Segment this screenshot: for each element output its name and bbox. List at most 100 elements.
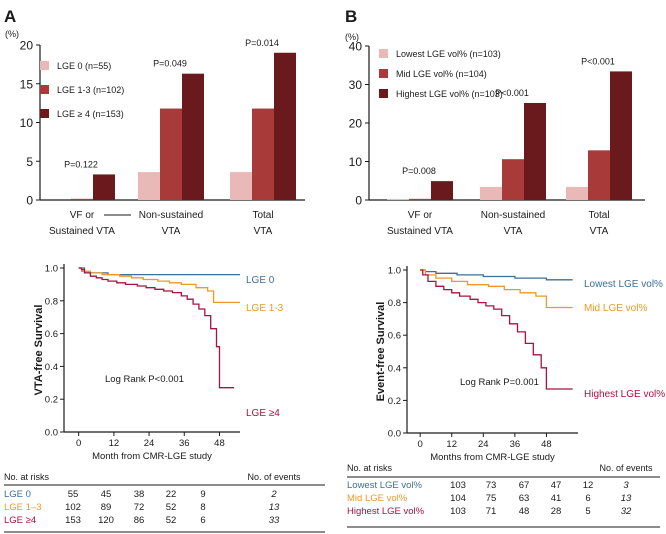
risk-table-events: 3 [623, 480, 629, 491]
b-km-logrank-note: Log Rank P=0.001 [460, 377, 539, 388]
b-km-ytick-label: 1.0 [388, 266, 401, 277]
risk-table-0: No. at risks No. of events LGE 0 55 45 38 22 9 2… [4, 472, 325, 533]
risk-table-cell: 38 [134, 489, 145, 500]
risk-table-header-left: No. at risks [4, 472, 50, 482]
b-km-ylabel: Event-free Survival [375, 302, 387, 402]
a-km-ytick-label: 1.0 [45, 264, 58, 275]
risk-table-cell: 63 [519, 493, 530, 504]
b-bar-legend-label: Highest LGE vol% (n=103) [396, 89, 503, 99]
a-bar-category-label: VF or [70, 210, 95, 221]
risk-table-cell: 75 [486, 493, 497, 504]
a-bar-category-label: VTA [254, 226, 273, 237]
risk-table-cell: 52 [166, 502, 177, 513]
b-bar-legend-swatch [379, 89, 388, 98]
a-km-xtick-label: 36 [179, 438, 190, 449]
risk-table-row-label: LGE 1–3 [4, 502, 42, 513]
risk-table-cell: 67 [519, 480, 530, 491]
b-km-xtick-label: 36 [510, 439, 521, 450]
a-km-curve [78, 267, 235, 389]
b-bar-bar [610, 71, 632, 200]
b-bar-bar [566, 186, 588, 200]
risk-table-cell: 102 [65, 502, 81, 513]
b-bar-category-label: Sustained VTA [387, 226, 453, 237]
risk-table-cell: 153 [65, 515, 81, 526]
b-km-curve-label: Lowest LGE vol% [584, 279, 663, 290]
risk-table-cell: 103 [450, 506, 466, 517]
a-bar-category-label: Non-sustained [139, 210, 203, 221]
a-bar-legend-swatch [40, 85, 49, 94]
a-bar-group: (%) 0 5 10 15 20 P=0.122 VF or Sustained VTA P=0.… [5, 29, 305, 237]
b-km-xtick-label: 12 [446, 439, 457, 450]
b-km-curve [420, 269, 573, 309]
b-bar-bar [502, 159, 524, 200]
b-bar-group: (%) 0 10 20 30 40 P=0.008 VF or Sustained VTA P<0… [345, 32, 645, 237]
risk-table-events: 13 [621, 493, 632, 504]
a-bar-bar [274, 52, 296, 200]
b-km-ytick-label: 0.8 [388, 298, 401, 309]
b-bar-pvalue: P<0.001 [581, 56, 615, 66]
risk-table-cell: 103 [450, 480, 466, 491]
panel-label-a: A [4, 7, 16, 26]
b-bar-bar [387, 199, 409, 200]
b-km-curve [420, 269, 573, 390]
b-km-curve-label: Mid LGE vol% [584, 303, 647, 314]
b-bar-category-label: VTA [590, 226, 609, 237]
risk-table-cell: 9 [200, 489, 205, 500]
risk-table-cell: 5 [585, 506, 590, 517]
risk-table-cell: 72 [134, 502, 145, 513]
a-bar-legend-label: LGE ≥ 4 (n=153) [57, 109, 124, 119]
b-bar-legend-label: Mid LGE vol% (n=104) [396, 69, 487, 79]
b-bar-ytick-label: 40 [349, 40, 363, 54]
a-bar-category-label: Sustained VTA [49, 226, 115, 237]
risk-table-cell: 73 [486, 480, 497, 491]
a-bar-bar [160, 108, 182, 200]
b-km-xtick-label: 24 [478, 439, 489, 450]
risk-table-row-label: LGE ≥4 [4, 515, 36, 526]
b-bar-bar [431, 181, 453, 200]
risk-table-1: No. at risks No. of events Lowest LGE vol%… [347, 463, 660, 528]
b-bar-bar [524, 102, 546, 200]
risk-table-cell: 8 [200, 502, 205, 513]
a-bar-ytick-label: 10 [20, 116, 34, 130]
risk-table-cell: 47 [551, 480, 562, 491]
risk-table-cell: 22 [166, 489, 177, 500]
a-bar-category-label: Total [252, 210, 273, 221]
a-km-ytick-label: 0.4 [45, 362, 58, 373]
a-bar-bar [252, 108, 274, 200]
a-km-ytick-label: 0.8 [45, 296, 58, 307]
a-km-xtick-label: 12 [109, 438, 120, 449]
risk-table-cell: 55 [68, 489, 79, 500]
b-km-xlabel: Months from CMR-LGE study [430, 452, 555, 463]
a-km-logrank-note: Log Rank P<0.001 [105, 374, 184, 385]
b-bar-legend-swatch [379, 69, 388, 78]
a-bar-legend-swatch [40, 109, 49, 118]
risk-table-row-label: LGE 0 [4, 489, 31, 500]
risk-table-cell: 104 [450, 493, 466, 504]
a-bar-bar [182, 73, 204, 200]
risk-table-cell: 12 [583, 480, 594, 491]
a-km-xtick-label: 48 [214, 438, 225, 449]
a-bar-legend-swatch [40, 61, 49, 70]
a-bar-legend-label: LGE 0 (n=55) [57, 61, 111, 71]
b-bar-ytick-label: 30 [349, 78, 363, 92]
a-bar-ytick-label: 15 [20, 77, 34, 91]
b-bar-category-label: Non-sustained [481, 210, 545, 221]
b-km-ytick-label: 0.6 [388, 331, 401, 342]
a-bar-pvalue: P=0.049 [153, 59, 187, 69]
risk-table-events: 13 [269, 502, 280, 513]
a-km-curve-label: LGE 0 [246, 275, 275, 286]
risk-table-cell: 120 [98, 515, 114, 526]
a-bar-ytick-label: 5 [26, 155, 33, 169]
b-km-group: 0.0 0.2 0.4 0.6 0.8 1.0 0 12 24 36 48 Months from C… [375, 266, 665, 464]
a-bar-ytick-label: 0 [26, 194, 33, 208]
b-bar-ytick-label: 20 [349, 117, 363, 131]
risk-table-events: 33 [269, 515, 280, 526]
a-bar-ylabel: (%) [5, 29, 19, 39]
risk-table-events: 2 [270, 489, 277, 500]
b-bar-bar [409, 198, 431, 200]
b-km-curve-label: Highest LGE vol% [584, 389, 665, 400]
a-bar-category-label: VTA [162, 226, 181, 237]
b-km-ytick-label: 0.2 [388, 396, 401, 407]
risk-table-cell: 28 [551, 506, 562, 517]
